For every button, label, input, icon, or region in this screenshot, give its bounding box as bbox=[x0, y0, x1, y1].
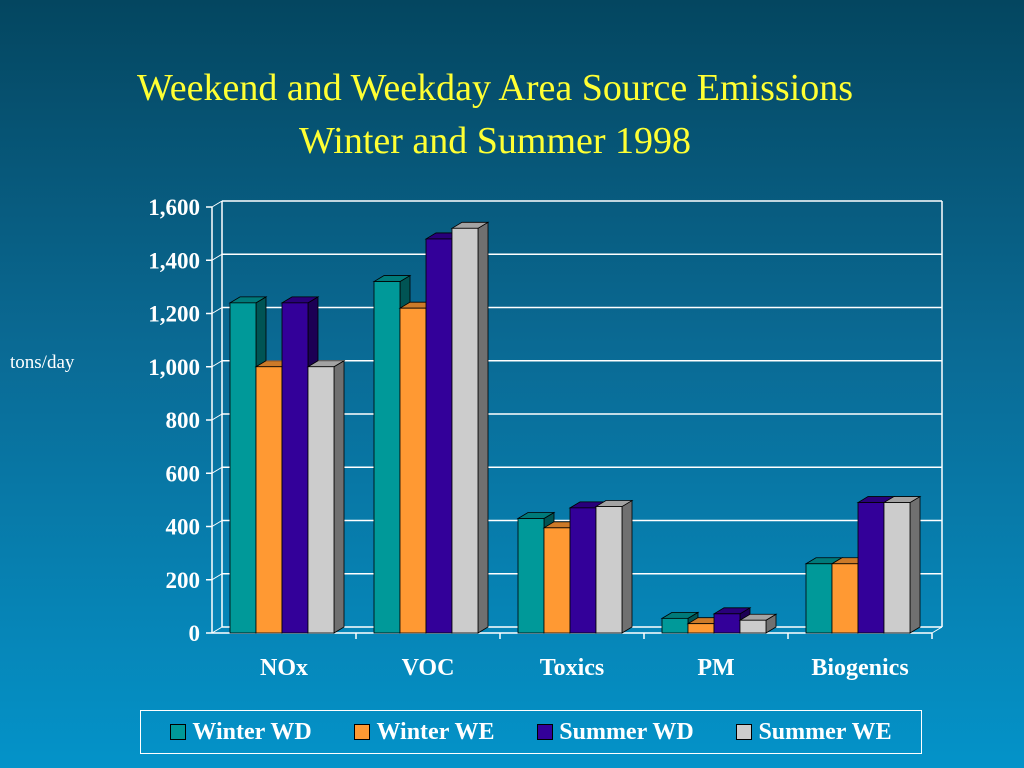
legend-swatch bbox=[736, 724, 753, 740]
legend-label: Summer WD bbox=[559, 718, 694, 745]
bar-summer-we-nox bbox=[307, 366, 335, 634]
gridline-depth bbox=[211, 626, 223, 634]
gridline-depth bbox=[211, 466, 223, 474]
bar-winter-wd-nox bbox=[229, 302, 257, 634]
bar-summer-we-toxics bbox=[595, 506, 623, 634]
chart-legend: Winter WD Winter WE Summer WD Summer WE bbox=[140, 710, 922, 754]
x-tick-label: NOx bbox=[260, 655, 308, 681]
bar-winter-wd-biogenics bbox=[805, 563, 833, 634]
bar-side bbox=[621, 499, 633, 634]
bar-winter-we-nox bbox=[255, 366, 283, 634]
legend-item: Summer WE bbox=[736, 718, 892, 746]
gridline-depth bbox=[211, 413, 223, 421]
gridline-depth bbox=[211, 520, 223, 527]
x-tick-label: Biogenics bbox=[811, 655, 908, 681]
bar-winter-wd-voc bbox=[373, 281, 401, 634]
bar-summer-wd-nox bbox=[281, 302, 309, 634]
legend-swatch bbox=[537, 724, 554, 740]
bar-winter-wd-toxics bbox=[517, 518, 545, 634]
bar-winter-we-pm bbox=[687, 623, 715, 634]
bar-summer-wd-voc bbox=[425, 238, 453, 634]
y-tick-label: 600 bbox=[166, 461, 201, 486]
bar-side bbox=[333, 360, 345, 634]
bar-summer-we-biogenics bbox=[883, 502, 911, 634]
y-tick-label: 1,000 bbox=[148, 355, 200, 380]
legend-label: Winter WE bbox=[376, 718, 495, 745]
x-tick-label: VOC bbox=[402, 655, 455, 681]
gridline-depth bbox=[211, 307, 223, 314]
gridline-depth bbox=[211, 200, 223, 208]
chart-title-line2: Winter and Summer 1998 bbox=[298, 120, 692, 162]
gridline-depth bbox=[211, 360, 223, 368]
y-axis-label: tons/day bbox=[10, 352, 75, 373]
y-tick-label: 1,600 bbox=[148, 195, 200, 220]
gridline-depth bbox=[211, 253, 223, 261]
bar-summer-wd-pm bbox=[713, 613, 741, 634]
y-tick-label: 1,400 bbox=[148, 248, 200, 273]
bar-summer-we-pm bbox=[739, 619, 767, 634]
legend-item: Winter WD bbox=[170, 718, 312, 746]
legend-swatch bbox=[170, 724, 187, 740]
bar-summer-wd-biogenics bbox=[857, 502, 885, 634]
legend-label: Winter WD bbox=[192, 718, 312, 745]
bar-side bbox=[477, 221, 489, 634]
y-tick-label: 400 bbox=[166, 515, 201, 540]
chart-title-line1: Weekend and Weekday Area Source Emission… bbox=[136, 67, 854, 109]
y-tick-label: 0 bbox=[189, 621, 201, 646]
bar-side bbox=[909, 495, 921, 634]
bar-winter-we-voc bbox=[399, 307, 427, 634]
floor-right-edge bbox=[931, 626, 943, 634]
legend-label: Summer WE bbox=[758, 718, 892, 745]
bar-winter-we-toxics bbox=[543, 527, 571, 634]
x-tick-label: PM bbox=[697, 655, 734, 681]
bar-chart: 0 200 400 600 800 1,000 1,200 1,400 1,600 NOx VOC T… bbox=[148, 195, 943, 681]
bar-winter-wd-pm bbox=[661, 617, 689, 634]
x-tick-label: Toxics bbox=[540, 655, 604, 681]
y-tick-label: 1,200 bbox=[148, 302, 200, 327]
bar-summer-we-voc bbox=[451, 227, 479, 634]
legend-item: Summer WD bbox=[537, 718, 694, 746]
gridline-depth bbox=[211, 573, 223, 581]
legend-item: Winter WE bbox=[354, 718, 495, 746]
bar-winter-we-biogenics bbox=[831, 563, 859, 634]
bar-summer-wd-toxics bbox=[569, 507, 597, 634]
legend-swatch bbox=[354, 724, 371, 740]
y-tick-label: 800 bbox=[166, 408, 201, 433]
y-tick-label: 200 bbox=[166, 568, 201, 593]
